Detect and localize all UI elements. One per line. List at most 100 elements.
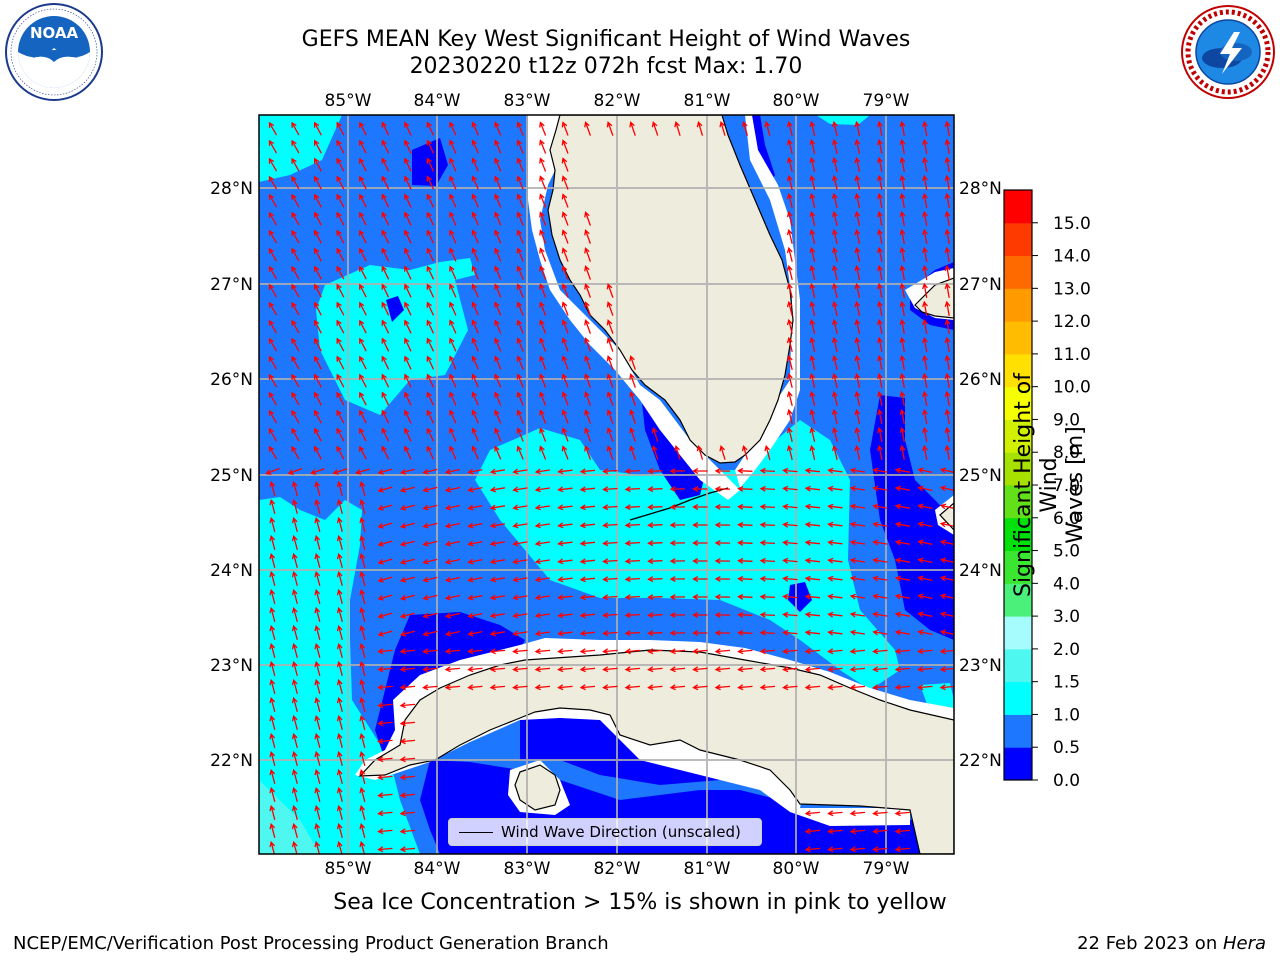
wind-wave-arrow	[313, 265, 322, 280]
wind-wave-arrow	[291, 265, 300, 280]
wind-wave-arrow	[291, 229, 300, 244]
wind-wave-arrow	[359, 804, 366, 820]
wind-wave-arrow	[269, 516, 276, 532]
wind-wave-arrow	[854, 408, 861, 424]
wind-wave-arrow	[602, 522, 618, 529]
wind-wave-arrow	[737, 593, 753, 600]
wind-wave-arrow	[449, 427, 457, 442]
wind-wave-arrow	[444, 558, 460, 565]
colorbar-bin	[1004, 222, 1032, 257]
wind-wave-arrow	[602, 648, 618, 655]
wind-wave-arrow	[831, 354, 838, 370]
wind-wave-arrow	[314, 570, 321, 586]
wind-wave-arrow	[939, 611, 954, 618]
wind-wave-arrow	[314, 822, 321, 838]
wind-wave-arrow	[647, 684, 663, 691]
wind-wave-arrow	[494, 427, 502, 442]
wind-wave-arrow	[831, 264, 838, 280]
wind-wave-arrow	[669, 666, 686, 673]
wind-wave-arrow	[494, 121, 502, 136]
wind-wave-arrow	[849, 593, 865, 600]
wind-wave-arrow	[399, 594, 415, 601]
wind-wave-arrow	[314, 480, 321, 496]
lon-label: 81°W	[684, 91, 731, 111]
colorbar-bin	[1004, 583, 1032, 617]
wind-wave-arrow	[719, 445, 726, 460]
wind-wave-arrow	[647, 594, 663, 601]
wind-wave-arrow	[336, 121, 345, 136]
wind-wave-arrow	[696, 121, 704, 136]
wind-wave-arrow	[737, 575, 753, 582]
wind-wave-arrow	[422, 666, 438, 673]
wind-wave-arrow	[629, 121, 636, 136]
wind-wave-arrow	[399, 648, 416, 655]
wind-wave-arrow	[291, 498, 298, 514]
lon-label: 84°W	[414, 859, 461, 879]
colorbar-tick-label: 9.0	[1053, 410, 1080, 430]
wind-wave-arrow	[313, 337, 322, 352]
sea-ice-note: Sea Ice Concentration > 15% is shown in …	[333, 890, 947, 915]
wind-wave-arrow	[647, 666, 663, 673]
wind-wave-arrow	[804, 557, 821, 564]
wind-wave-arrow	[561, 427, 569, 442]
colorbar-bin	[1004, 386, 1032, 420]
wind-wave-arrow	[899, 372, 906, 389]
wind-wave-arrow	[489, 666, 506, 673]
wind-wave-arrow	[714, 684, 731, 691]
wind-wave-arrow	[669, 522, 686, 528]
lon-label: 83°W	[504, 859, 551, 879]
wind-wave-arrow	[872, 611, 888, 618]
wind-wave-arrow	[314, 534, 321, 550]
wind-wave-arrow	[579, 630, 596, 637]
wind-wave-arrow	[579, 612, 596, 619]
wind-wave-arrow	[313, 247, 322, 262]
wind-wave-arrow	[516, 193, 524, 208]
wind-wave-arrow	[737, 684, 753, 691]
wind-wave-arrow	[786, 300, 793, 316]
wind-wave-arrow	[894, 846, 911, 853]
wind-wave-arrow	[714, 540, 731, 546]
wind-wave-arrow	[539, 229, 547, 244]
wind-wave-arrow	[291, 445, 300, 460]
wind-wave-arrow	[827, 503, 843, 510]
colorbar-tick-label: 6.0	[1053, 509, 1080, 529]
wind-wave-arrow	[494, 373, 502, 388]
wind-wave-arrow	[336, 624, 343, 640]
wind-wave-arrow	[786, 372, 793, 388]
wind-wave-arrow	[377, 666, 393, 673]
wind-wave-arrow	[314, 498, 321, 514]
wind-wave-arrow	[561, 157, 569, 172]
wind-wave-arrow	[359, 319, 367, 334]
wind-wave-arrow	[268, 373, 278, 388]
wind-wave-arrow	[268, 355, 278, 370]
wind-wave-arrow	[359, 660, 366, 676]
wind-wave-arrow	[449, 139, 457, 154]
wind-wave-arrow	[336, 373, 345, 388]
wind-wave-arrow	[516, 373, 524, 388]
wind-wave-arrow	[899, 354, 906, 371]
wind-wave-arrow	[381, 373, 390, 388]
wind-wave-arrow	[922, 192, 928, 209]
footer-branch: NCEP/EMC/Verification Post Processing Pr…	[13, 933, 609, 954]
lat-labels-right: 28°N 27°N 26°N 25°N 24°N 23°N 22°N	[959, 179, 1002, 771]
wind-wave-arrow	[444, 504, 460, 511]
wind-wave-arrow	[404, 391, 412, 406]
wind-wave-arrow	[494, 445, 502, 460]
wind-wave-arrow	[854, 156, 861, 172]
wind-wave-arrow	[944, 408, 951, 425]
lon-labels-top: 85°W 84°W 83°W 82°W 81°W 80°W 79°W	[325, 91, 910, 111]
wind-wave-arrow	[377, 648, 393, 655]
wind-wave-arrow	[359, 624, 366, 640]
wind-wave-arrow	[782, 503, 798, 510]
wind-wave-arrow	[359, 265, 367, 280]
wind-wave-arrow	[471, 229, 479, 244]
wind-wave-arrow	[854, 390, 861, 406]
wind-wave-arrow	[467, 540, 483, 547]
wind-wave-arrow	[782, 539, 798, 546]
wind-wave-arrow	[782, 467, 798, 474]
wind-wave-arrow	[624, 468, 641, 475]
wind-wave-arrow	[359, 139, 367, 154]
colorbar-tick-label: 8.0	[1053, 443, 1080, 463]
wind-wave-arrow	[269, 822, 276, 838]
